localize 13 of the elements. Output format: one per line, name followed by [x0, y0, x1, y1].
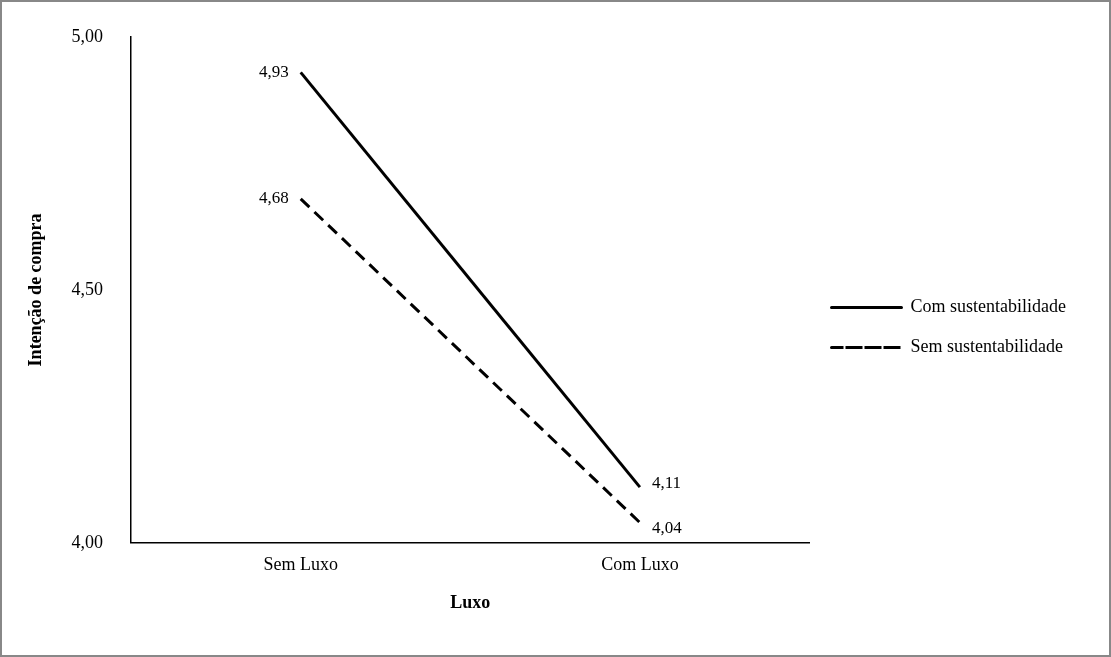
x-tick-label: Sem Luxo [263, 554, 338, 575]
y-axis-title: Intenção de compra [25, 213, 46, 367]
data-label: 4,11 [651, 472, 682, 492]
y-tick-label: 5,00 [71, 25, 104, 46]
x-tick-label: Com Luxo [601, 554, 679, 575]
legend-label: Sem sustentabilidade [910, 336, 1063, 357]
data-label: 4,93 [258, 61, 289, 81]
data-label: 4,68 [258, 188, 289, 208]
y-tick-label: 4,50 [71, 278, 104, 299]
x-axis-title: Luxo [450, 591, 491, 612]
legend-label: Com sustentabilidade [910, 296, 1066, 317]
y-tick-label: 4,00 [71, 531, 104, 552]
data-label: 4,04 [651, 518, 683, 538]
